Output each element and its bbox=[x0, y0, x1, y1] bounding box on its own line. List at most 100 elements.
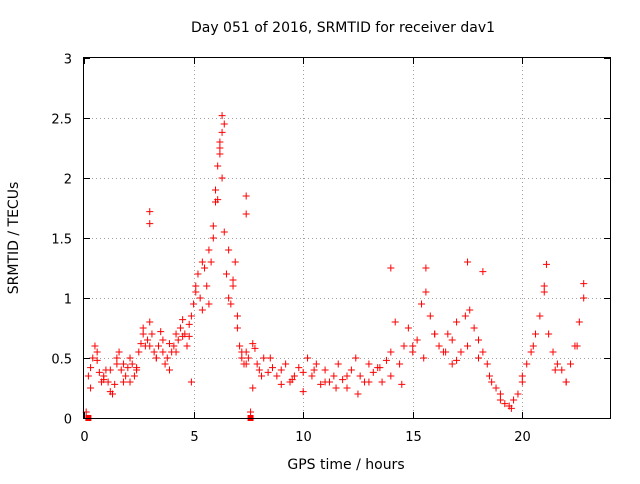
data-point bbox=[580, 280, 588, 288]
data-point bbox=[418, 300, 426, 308]
data-point bbox=[398, 380, 406, 388]
data-point bbox=[216, 144, 224, 152]
data-point bbox=[470, 324, 478, 332]
data-point bbox=[209, 222, 217, 230]
data-point bbox=[249, 384, 257, 392]
data-point bbox=[575, 318, 583, 326]
data-point bbox=[251, 344, 259, 352]
data-point bbox=[347, 366, 355, 374]
data-point bbox=[128, 360, 136, 368]
data-point bbox=[122, 372, 130, 380]
x-tick-label: 20 bbox=[514, 430, 531, 445]
data-point bbox=[93, 348, 101, 356]
data-point bbox=[442, 348, 450, 356]
data-point bbox=[233, 312, 241, 320]
series-dav1 bbox=[82, 112, 588, 416]
data-point bbox=[354, 390, 362, 398]
data-point bbox=[273, 372, 281, 380]
data-point bbox=[198, 306, 206, 314]
data-point bbox=[258, 372, 266, 380]
data-point bbox=[117, 366, 125, 374]
data-point bbox=[567, 360, 575, 368]
data-point bbox=[187, 312, 195, 320]
data-point bbox=[457, 348, 465, 356]
data-point bbox=[387, 372, 395, 380]
data-point bbox=[542, 260, 550, 268]
data-point bbox=[229, 276, 237, 284]
data-point bbox=[339, 376, 347, 384]
data-point bbox=[404, 324, 412, 332]
data-point bbox=[549, 348, 557, 356]
data-point bbox=[531, 330, 539, 338]
data-point bbox=[310, 366, 318, 374]
data-point bbox=[253, 360, 261, 368]
data-point bbox=[312, 360, 320, 368]
data-point bbox=[87, 384, 95, 392]
data-point bbox=[111, 380, 119, 388]
data-point bbox=[580, 294, 588, 302]
data-point bbox=[444, 330, 452, 338]
data-point bbox=[104, 378, 112, 386]
data-point bbox=[205, 300, 213, 308]
data-point bbox=[152, 354, 160, 362]
data-point bbox=[400, 342, 408, 350]
data-point bbox=[148, 330, 156, 338]
data-point bbox=[485, 372, 493, 380]
data-point bbox=[247, 408, 255, 416]
data-point bbox=[518, 378, 526, 386]
data-point bbox=[422, 288, 430, 296]
data-point bbox=[268, 364, 276, 372]
x-tick-label: 15 bbox=[405, 430, 422, 445]
data-point bbox=[216, 150, 224, 158]
data-point bbox=[545, 330, 553, 338]
data-point bbox=[290, 372, 298, 380]
data-point bbox=[321, 378, 329, 386]
data-point bbox=[249, 340, 257, 348]
data-point bbox=[179, 332, 187, 340]
data-point bbox=[150, 348, 158, 356]
data-point bbox=[91, 342, 99, 350]
data-point bbox=[551, 366, 559, 374]
data-point bbox=[378, 378, 386, 386]
y-tick-label: 0.5 bbox=[51, 353, 72, 368]
data-point bbox=[558, 366, 566, 374]
data-point bbox=[93, 356, 101, 364]
data-point bbox=[299, 368, 307, 376]
data-point bbox=[409, 342, 417, 350]
data-point bbox=[146, 318, 154, 326]
data-point bbox=[453, 356, 461, 364]
data-point bbox=[496, 396, 504, 404]
data-point bbox=[242, 192, 250, 200]
data-point bbox=[192, 288, 200, 296]
data-point bbox=[100, 376, 108, 384]
plot-frame bbox=[83, 57, 611, 419]
data-point bbox=[264, 368, 272, 376]
data-point bbox=[475, 354, 482, 362]
data-point bbox=[435, 342, 443, 350]
data-point bbox=[196, 294, 204, 302]
data-point bbox=[89, 354, 97, 362]
y-tick-label: 3 bbox=[64, 53, 72, 68]
data-point bbox=[231, 258, 239, 266]
data-point bbox=[222, 270, 230, 278]
data-point bbox=[365, 378, 373, 386]
data-point bbox=[330, 372, 338, 380]
data-point bbox=[179, 316, 187, 324]
data-point bbox=[220, 228, 228, 236]
data-point bbox=[488, 378, 496, 386]
data-point bbox=[133, 364, 141, 372]
data-point bbox=[464, 342, 472, 350]
data-point bbox=[431, 330, 439, 338]
data-point bbox=[119, 378, 127, 386]
data-point bbox=[501, 400, 509, 408]
data-point bbox=[165, 366, 173, 374]
ticks: 0 5 10 15 20 0 0.5 1 1.5 2 2.5 3 bbox=[51, 53, 610, 445]
data-point bbox=[426, 312, 434, 320]
data-point bbox=[413, 336, 421, 344]
data-point bbox=[332, 384, 340, 392]
data-point bbox=[244, 354, 252, 362]
data-point bbox=[479, 268, 487, 276]
data-point bbox=[277, 366, 285, 374]
